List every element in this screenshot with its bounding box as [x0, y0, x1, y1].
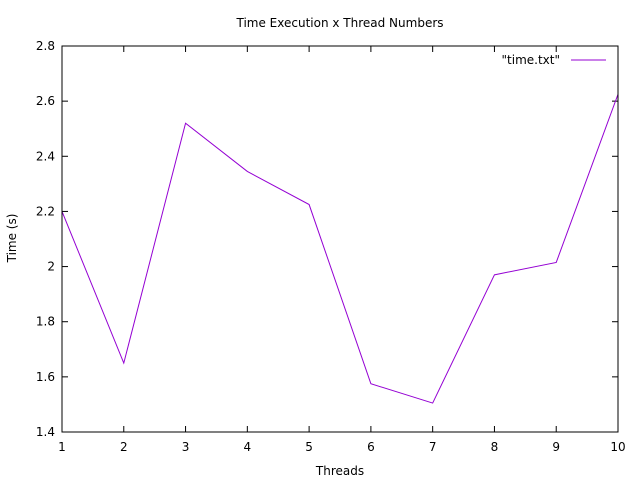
x-axis-title: Threads — [315, 464, 364, 478]
data-point — [185, 123, 186, 124]
series-layer — [61, 94, 619, 404]
legend: "time.txt" — [502, 53, 606, 67]
y-tick-label: 2.6 — [36, 94, 55, 108]
x-tick-label: 10 — [610, 440, 625, 454]
plot-border — [61, 45, 619, 433]
x-tick-label: 6 — [367, 440, 375, 454]
data-point — [309, 204, 310, 205]
y-axis-title: Time (s) — [5, 214, 19, 264]
y-tick-label: 2.2 — [36, 204, 55, 218]
x-tick-label: 9 — [552, 440, 560, 454]
data-point — [123, 363, 124, 364]
y-tick-label: 2.4 — [36, 149, 55, 163]
data-point — [247, 171, 248, 172]
x-tick-label: 5 — [305, 440, 313, 454]
x-tick-label: 2 — [120, 440, 128, 454]
x-tick-label: 7 — [429, 440, 437, 454]
data-point — [370, 383, 371, 384]
x-tick-label: 8 — [491, 440, 499, 454]
ticks-layer: 1 2 3 4 5 6 7 8 9 10 1.4 1.6 1.8 2 2.2 2.4 2.6 2.8 — [36, 39, 626, 454]
y-tick-label: 1.6 — [36, 370, 55, 384]
legend-label: "time.txt" — [502, 53, 560, 67]
x-tick-label: 4 — [244, 440, 252, 454]
y-tick-label: 1.4 — [36, 425, 55, 439]
y-tick-label: 1.8 — [36, 315, 55, 329]
y-tick-label: 2.8 — [36, 39, 55, 53]
data-point — [494, 274, 495, 275]
data-point — [432, 403, 433, 404]
x-tick-label: 3 — [182, 440, 190, 454]
chart-title: Time Execution x Thread Numbers — [235, 16, 443, 30]
series-line — [61, 94, 619, 404]
x-tick-label: 1 — [58, 440, 66, 454]
data-point — [556, 262, 557, 263]
y-tick-label: 2 — [47, 260, 55, 274]
